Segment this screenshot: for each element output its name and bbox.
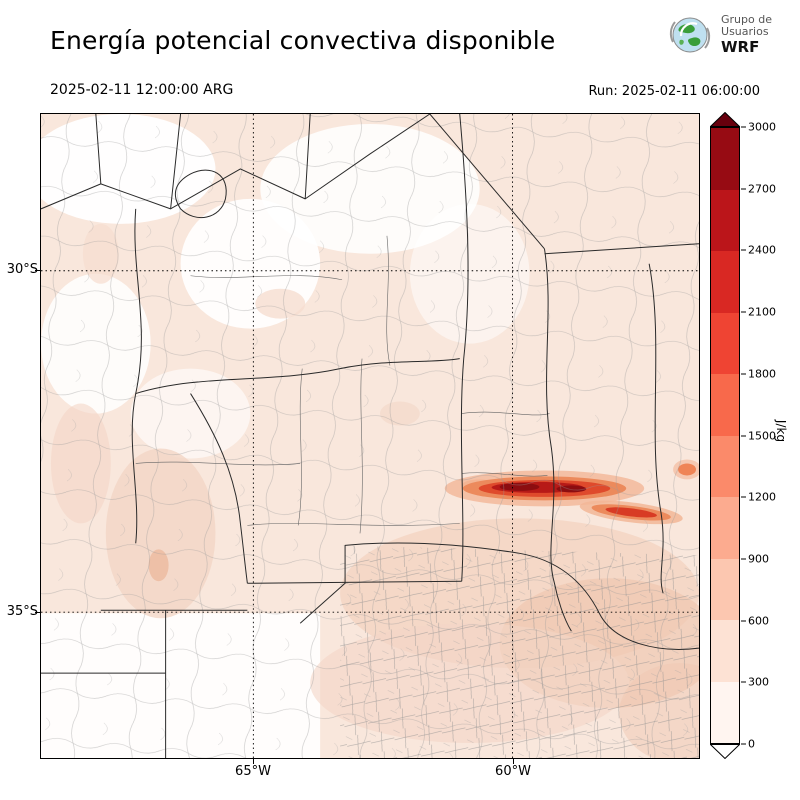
colorbar bbox=[710, 112, 740, 759]
colorbar-ticks: 0 300 600 900 1200 1500 1800 2100 2400 2700 3000 bbox=[741, 121, 790, 751]
colorbar-segment bbox=[711, 435, 739, 497]
colorbar-segment bbox=[711, 681, 739, 743]
page-title: Energía potencial convectiva disponible bbox=[50, 26, 556, 55]
run-time-label: Run: 2025-02-11 06:00:00 bbox=[588, 84, 760, 99]
colorbar-segment bbox=[711, 374, 739, 436]
colorbar-tick-label: 2400 bbox=[748, 243, 776, 257]
colorbar-tickmark bbox=[741, 496, 746, 498]
colorbar-segment bbox=[711, 251, 739, 313]
lon-tickmark-60w bbox=[513, 759, 514, 764]
colorbar-tick-label: 0 bbox=[748, 737, 755, 751]
colorbar-tickmark bbox=[741, 681, 746, 683]
valid-time-label: 2025-02-11 12:00:00 ARG bbox=[50, 82, 234, 98]
colorbar-tickmark bbox=[741, 620, 746, 622]
lon-label-60w: 60°W bbox=[495, 764, 531, 779]
colorbar-body bbox=[710, 127, 740, 744]
map-canvas bbox=[41, 114, 699, 758]
colorbar-tickmark bbox=[741, 435, 746, 436]
lat-label-30s: 30°S bbox=[6, 262, 38, 277]
lat-label-35s: 35°S bbox=[6, 604, 38, 619]
colorbar-tickmark bbox=[741, 188, 746, 190]
colorbar-arrow-bottom bbox=[710, 744, 740, 759]
logo-line1: Grupo de bbox=[721, 12, 772, 26]
colorbar-segment bbox=[711, 558, 739, 620]
colorbar-segment bbox=[711, 312, 739, 374]
colorbar-segment bbox=[711, 128, 739, 190]
colorbar-tick-label: 900 bbox=[748, 552, 769, 566]
logo-line3: WRF bbox=[721, 38, 760, 57]
lon-label-65w: 65°W bbox=[235, 764, 271, 779]
colorbar-tick-label: 2100 bbox=[748, 305, 776, 319]
colorbar-segment bbox=[711, 497, 739, 559]
lon-tickmark-65w bbox=[253, 759, 254, 764]
colorbar-arrow-top bbox=[710, 112, 740, 127]
colorbar-tick-label: 1800 bbox=[748, 367, 776, 381]
colorbar-tickmark bbox=[741, 311, 746, 313]
colorbar-tick-label: 1500 bbox=[748, 429, 776, 442]
colorbar-tickmark bbox=[741, 743, 746, 745]
logo-line2: Usuarios bbox=[721, 25, 769, 39]
colorbar-unit-label: J/kg bbox=[774, 419, 789, 443]
colorbar-tickmark bbox=[741, 558, 746, 560]
colorbar-segment bbox=[711, 620, 739, 682]
colorbar-tick-label: 2700 bbox=[748, 182, 776, 196]
lat-tickmark-30s bbox=[35, 270, 40, 271]
wrf-logo: Grupo de Usuarios WRF bbox=[667, 12, 772, 58]
colorbar-segment bbox=[711, 189, 739, 251]
colorbar-tick-label: 300 bbox=[748, 675, 769, 689]
logo-text: Grupo de Usuarios WRF bbox=[721, 12, 772, 57]
colorbar-tick-label: 3000 bbox=[748, 120, 776, 134]
globe-icon bbox=[669, 17, 711, 53]
colorbar-tickmark bbox=[741, 373, 746, 375]
colorbar-tickmark bbox=[741, 249, 746, 251]
colorbar-tick-label: 600 bbox=[748, 614, 769, 628]
colorbar-tick-label: 1200 bbox=[748, 490, 776, 504]
colorbar-tickmark bbox=[741, 126, 746, 128]
map-frame bbox=[40, 113, 700, 759]
lat-tickmark-35s bbox=[35, 612, 40, 613]
